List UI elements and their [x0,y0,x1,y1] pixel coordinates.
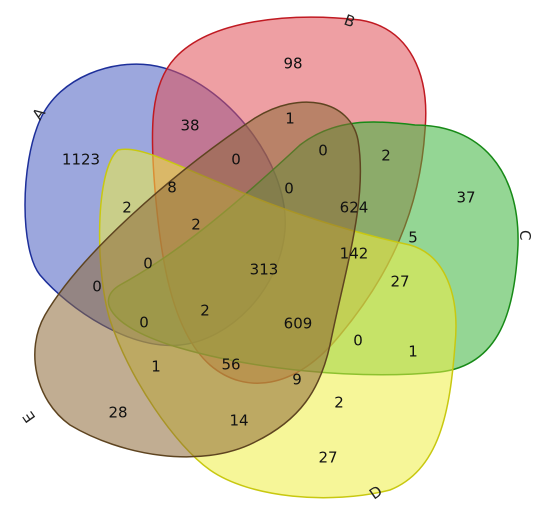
set-label-e: E [19,408,39,426]
region-value: 0 [353,332,363,350]
region-value: 38 [180,117,199,135]
region-value: 0 [231,151,241,169]
region-value: 1 [285,110,295,128]
region-value: 2 [191,216,201,234]
set-e-shape [34,101,362,458]
region-value: 28 [108,404,127,422]
region-value: 98 [283,55,302,73]
set-label-c: C [516,230,534,240]
region-value: 2 [381,147,391,165]
region-value: 14 [229,412,248,430]
region-value: 2 [200,302,210,320]
region-value: 0 [139,314,149,332]
region-value: 609 [284,315,313,333]
region-value: 2 [334,394,344,412]
region-value: 56 [221,356,240,374]
region-value: 9 [292,371,302,389]
region-value: 313 [250,261,279,279]
region-value: 37 [456,189,475,207]
region-value: 624 [340,199,369,217]
region-value: 0 [284,180,294,198]
region-value: 1 [151,358,161,376]
region-value: 2 [122,199,132,217]
region-value: 27 [318,449,337,467]
region-value: 1123 [62,151,100,169]
region-value: 142 [340,245,369,263]
region-value: 27 [390,273,409,291]
region-value: 5 [408,229,418,247]
region-value: 8 [167,179,177,197]
region-value: 0 [318,142,328,160]
region-value: 0 [143,255,153,273]
region-value: 1 [408,343,418,361]
region-value: 0 [92,278,102,296]
